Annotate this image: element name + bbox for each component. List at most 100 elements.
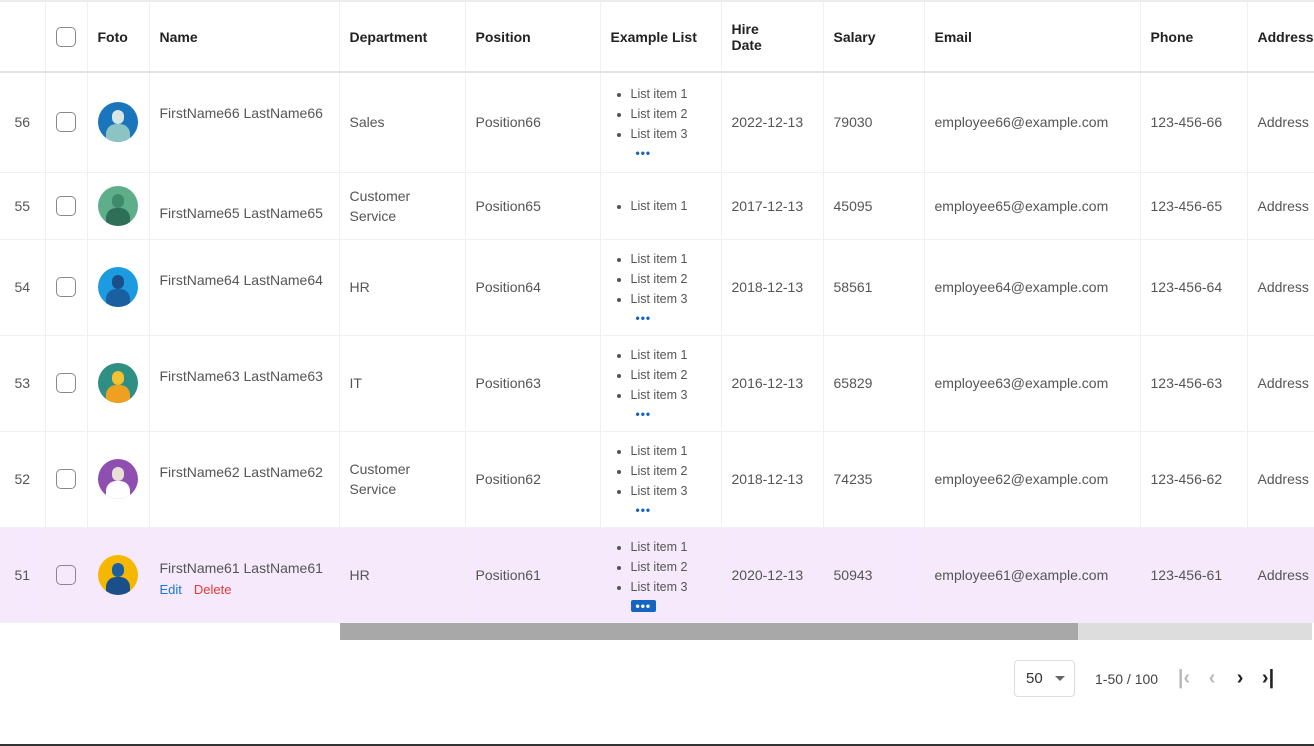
table-header-row: Foto Name Department Position Example List Hi…: [0, 0, 1314, 73]
page-range: 1-50 / 100: [1095, 670, 1159, 687]
page-size-select[interactable]: 50: [1014, 660, 1075, 697]
row-number: 52: [0, 431, 46, 528]
row-number: 55: [0, 172, 46, 240]
table-row[interactable]: 51 FirstName61 LastName61 Edit Delete HR P…: [0, 527, 1314, 623]
avatar: [98, 363, 138, 403]
row-checkbox[interactable]: [56, 565, 76, 585]
column-header-label: Phone: [1150, 28, 1194, 45]
last-page-icon[interactable]: ›|: [1261, 667, 1275, 689]
list-item: List item 2: [631, 104, 711, 124]
first-page-icon[interactable]: |‹: [1177, 667, 1191, 689]
phone: 123-456-66: [1140, 72, 1248, 173]
delete-link[interactable]: Delete: [193, 581, 232, 597]
next-page-icon[interactable]: ›: [1236, 667, 1244, 689]
column-header-label: Foto: [97, 28, 128, 45]
salary: 50943: [823, 527, 925, 623]
list-item: List item 3: [631, 577, 711, 597]
row-number: 56: [0, 72, 46, 173]
table-row[interactable]: 52 FirstName62 LastName62 Customer Servi…: [0, 431, 1314, 528]
column-header[interactable]: [0, 0, 46, 73]
row-checkbox[interactable]: [56, 277, 76, 297]
address: Address: [1247, 335, 1314, 432]
list-item: List item 2: [631, 365, 711, 385]
phone: 123-456-65: [1140, 172, 1248, 240]
data-table-container: Foto Name Department Position Example List Hi…: [0, 0, 1314, 623]
column-header[interactable]: Salary: [823, 0, 925, 73]
salary: 74235: [823, 431, 925, 528]
position: Position62: [465, 431, 601, 528]
avatar: [98, 555, 138, 595]
more-button[interactable]: •••: [635, 407, 652, 421]
column-header[interactable]: Foto: [87, 0, 150, 73]
department: Customer Service: [349, 187, 411, 224]
caret-down-icon: [1054, 676, 1065, 681]
example-list: List item 1List item 2List item 3: [611, 537, 711, 597]
department: Sales: [349, 114, 385, 131]
address: Address: [1247, 72, 1314, 173]
edit-link[interactable]: Edit: [159, 581, 182, 597]
horizontal-scrollbar[interactable]: [340, 623, 1312, 640]
hire-date: 2017-12-13: [721, 172, 824, 240]
column-header[interactable]: Example List: [600, 0, 722, 73]
table-row[interactable]: 54 FirstName64 LastName64 HR Position64 …: [0, 239, 1314, 336]
list-item: List item 3: [631, 124, 711, 144]
salary: 58561: [823, 239, 925, 336]
position: Position65: [465, 172, 601, 240]
list-item: List item 1: [631, 196, 711, 216]
hire-date: 2016-12-13: [721, 335, 824, 432]
table-row[interactable]: 56 FirstName66 LastName66 Sales Position…: [0, 72, 1314, 173]
example-list: List item 1List item 2List item 3: [611, 84, 711, 144]
column-header[interactable]: Phone: [1140, 0, 1248, 73]
address: Address: [1247, 239, 1314, 336]
page-size-value: 50: [1026, 670, 1043, 687]
avatar: [98, 459, 138, 499]
row-checkbox[interactable]: [56, 195, 76, 216]
employee-name: FirstName66 LastName66: [159, 105, 323, 121]
email: employee66@example.com: [924, 72, 1141, 173]
row-number: 54: [0, 239, 46, 336]
department: HR: [349, 567, 370, 583]
column-header[interactable]: Name: [149, 0, 340, 73]
column-header[interactable]: Position: [465, 0, 601, 73]
column-header[interactable]: Department: [339, 0, 466, 73]
row-checkbox[interactable]: [56, 469, 76, 489]
list-item: List item 2: [631, 269, 711, 289]
column-header[interactable]: Email: [924, 0, 1141, 73]
position: Position64: [465, 239, 601, 336]
more-button[interactable]: •••: [630, 600, 657, 612]
select-all-checkbox[interactable]: [56, 26, 76, 47]
employee-table: Foto Name Department Position Example List Hi…: [0, 0, 1314, 623]
list-item: List item 3: [631, 289, 711, 309]
position: Position61: [465, 527, 601, 623]
more-button[interactable]: •••: [635, 311, 652, 325]
table-row[interactable]: 55 FirstName65 LastName65 Customer Servi…: [0, 172, 1314, 240]
row-checkbox[interactable]: [56, 112, 76, 133]
row-number: 53: [0, 335, 46, 432]
employee-name: FirstName65 LastName65: [159, 204, 323, 221]
column-header[interactable]: [45, 0, 88, 73]
column-header[interactable]: Address: [1247, 0, 1314, 73]
address: Address: [1247, 172, 1314, 240]
column-header-label: Email: [934, 28, 972, 45]
position: Position63: [465, 335, 601, 432]
email: employee62@example.com: [924, 431, 1141, 528]
column-header[interactable]: Hire Date: [721, 0, 824, 73]
department: Customer Service: [349, 461, 411, 497]
table-row[interactable]: 53 FirstName63 LastName63 IT Position63 …: [0, 335, 1314, 432]
avatar: [98, 185, 138, 226]
list-item: List item 1: [631, 345, 711, 365]
position: Position66: [465, 72, 601, 173]
email: employee64@example.com: [924, 239, 1141, 336]
employee-name: FirstName64 LastName64: [159, 271, 323, 288]
hire-date: 2018-12-13: [721, 431, 824, 528]
avatar: [98, 102, 138, 143]
row-checkbox[interactable]: [56, 373, 76, 393]
more-button[interactable]: •••: [635, 503, 652, 517]
address: Address: [1247, 527, 1314, 623]
more-button[interactable]: •••: [635, 146, 652, 161]
example-list: List item 1List item 2List item 3: [611, 249, 711, 309]
prev-page-icon[interactable]: ‹: [1208, 667, 1216, 689]
list-item: List item 1: [631, 441, 711, 461]
scrollbar-thumb[interactable]: [340, 623, 1078, 640]
column-header-label: Hire Date: [731, 20, 762, 53]
